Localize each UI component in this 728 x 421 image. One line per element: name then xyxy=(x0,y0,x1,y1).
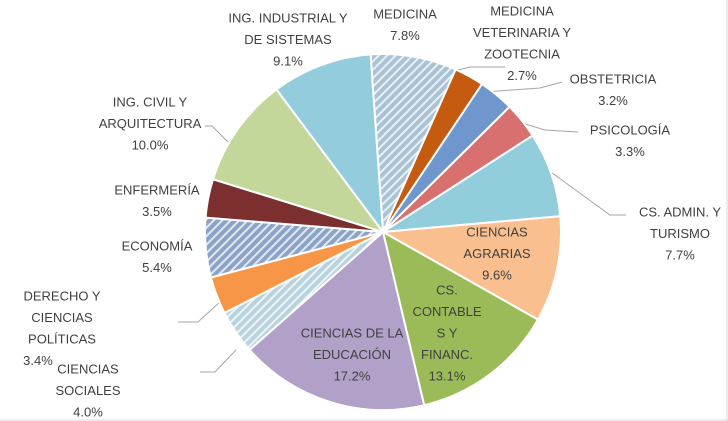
slice-label: AGRARIAS xyxy=(463,246,531,261)
pie-slice xyxy=(381,230,540,407)
slice-label: CS. ADMIN. Y xyxy=(639,204,721,219)
value-label: 3.5% xyxy=(142,204,172,219)
value-label: 3.4% xyxy=(23,353,53,368)
slice-label: FINANC. xyxy=(421,347,473,362)
value-label: 7.8% xyxy=(390,28,420,43)
slice-label: CIENCIAS xyxy=(31,310,93,325)
value-label: 10.0% xyxy=(132,137,169,152)
slice-label: ZOOTECNIA xyxy=(484,46,560,61)
slice-label: CIENCIAS DE LA xyxy=(301,325,404,340)
slice-label: OBSTETRICIA xyxy=(570,71,657,86)
slice-label: ING. INDUSTRIAL Y xyxy=(228,10,348,25)
value-label: 4.0% xyxy=(73,404,103,419)
slice-label: CIENCIAS xyxy=(466,224,528,239)
value-label: 3.3% xyxy=(615,144,645,159)
slice-label: DE SISTEMAS xyxy=(244,32,332,47)
slice-label: MEDICINA xyxy=(490,3,554,18)
value-label: 3.2% xyxy=(598,93,628,108)
slice-label: ECONOMÍA xyxy=(122,238,193,253)
value-label: 13.1% xyxy=(429,368,466,383)
slice-label: POLÍTICAS xyxy=(28,331,96,346)
slice-label: ARQUITECTURA xyxy=(99,116,202,131)
slice-label: TURISMO xyxy=(650,226,710,241)
slice-label: VETERINARIA Y xyxy=(473,25,571,40)
value-label: 7.7% xyxy=(665,247,695,262)
slice-label: SOCIALES xyxy=(55,383,120,398)
slice-label: CONTABLE xyxy=(412,304,481,319)
slice-label: PSICOLOGÍA xyxy=(590,122,671,137)
slice-label: ING. CIVIL Y xyxy=(113,94,188,109)
pie-slice xyxy=(379,215,562,321)
value-label: 9.1% xyxy=(273,53,303,68)
slice-label: ENFERMERÍA xyxy=(114,182,200,197)
slice-label: EDUCACIÓN xyxy=(313,347,391,362)
pie-slice xyxy=(248,230,426,411)
slice-label: S Y xyxy=(437,325,458,340)
pie-slice xyxy=(275,53,385,236)
value-label: 5.4% xyxy=(142,260,172,275)
slice-label: CIENCIAS xyxy=(57,361,119,376)
pie-slice xyxy=(211,87,386,234)
value-label: 17.2% xyxy=(334,368,371,383)
slice-label: MEDICINA xyxy=(373,6,437,21)
slice-label: DERECHO Y xyxy=(23,288,100,303)
value-label: 2.7% xyxy=(507,68,537,83)
value-label: 9.6% xyxy=(482,267,512,282)
slice-label: CS. xyxy=(436,282,458,297)
